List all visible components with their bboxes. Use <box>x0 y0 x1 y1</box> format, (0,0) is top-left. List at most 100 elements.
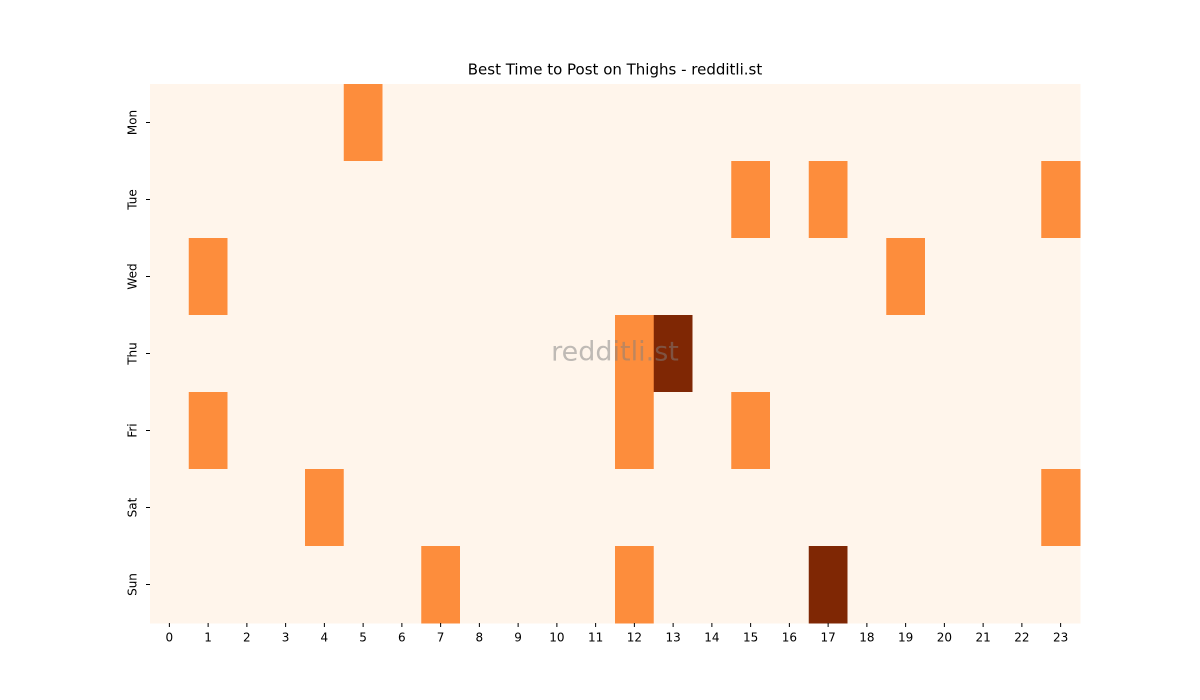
heatmap-cell <box>421 238 461 316</box>
heatmap-cell <box>847 161 887 239</box>
heatmap-cell <box>382 469 422 547</box>
heatmap-cell <box>266 392 306 470</box>
heatmap-cell <box>808 161 848 239</box>
heatmap-cell <box>615 469 655 547</box>
heatmap-cell <box>1041 161 1081 239</box>
heatmap-cell <box>498 315 538 393</box>
heatmap-cell <box>227 238 267 316</box>
heatmap-cell <box>305 315 345 393</box>
heatmap-cell <box>305 546 345 624</box>
heatmap-cell <box>1041 392 1081 470</box>
heatmap-cell <box>653 315 693 393</box>
heatmap-cell <box>382 84 422 162</box>
heatmap-cell <box>150 546 190 624</box>
heatmap-cell <box>963 469 1003 547</box>
heatmap-cell <box>653 469 693 547</box>
heatmap-cell <box>808 546 848 624</box>
heatmap-cell <box>925 84 965 162</box>
heatmap-cell <box>576 469 616 547</box>
heatmap-cell <box>1002 84 1042 162</box>
heatmap-cell <box>421 392 461 470</box>
heatmap-cell <box>731 392 771 470</box>
heatmap-cell <box>653 84 693 162</box>
x-tick-label: 2 <box>243 631 251 645</box>
heatmap-cell <box>537 238 577 316</box>
heatmap-cell <box>188 469 228 547</box>
heatmap-cell <box>498 469 538 547</box>
heatmap-cell <box>305 469 345 547</box>
heatmap-cell <box>692 161 732 239</box>
heatmap-cell <box>1002 238 1042 316</box>
heatmap-cell <box>808 238 848 316</box>
x-tick-label: 11 <box>588 631 603 645</box>
heatmap-cell <box>653 546 693 624</box>
heatmap-cell <box>886 161 926 239</box>
heatmap-cell <box>615 84 655 162</box>
heatmap-cell <box>692 315 732 393</box>
heatmap-cell <box>1041 315 1081 393</box>
heatmap-cell <box>1041 546 1081 624</box>
x-tick-label: 15 <box>743 631 758 645</box>
heatmap-cell <box>498 84 538 162</box>
heatmap-cell <box>150 392 190 470</box>
heatmap-cell <box>343 392 383 470</box>
heatmap-cell <box>925 392 965 470</box>
x-tick-label: 18 <box>859 631 874 645</box>
heatmap-cell <box>1002 469 1042 547</box>
heatmap-cell <box>1041 238 1081 316</box>
heatmap-cell <box>615 238 655 316</box>
heatmap-cell <box>305 392 345 470</box>
heatmap-cell <box>227 469 267 547</box>
heatmap-cell <box>847 315 887 393</box>
heatmap-cell <box>963 546 1003 624</box>
heatmap-cell <box>1041 84 1081 162</box>
x-tick-label: 10 <box>549 631 564 645</box>
heatmap-cell <box>1002 392 1042 470</box>
heatmap-cell <box>343 469 383 547</box>
heatmap-cell <box>770 315 810 393</box>
heatmap-cell <box>886 84 926 162</box>
heatmap-cell <box>808 469 848 547</box>
heatmap-cell <box>925 315 965 393</box>
y-tick-label: Tue <box>126 189 140 211</box>
y-tick-label: Sun <box>126 573 140 596</box>
y-tick-label: Fri <box>126 423 140 437</box>
heatmap-cell <box>615 392 655 470</box>
x-tick-label: 9 <box>514 631 522 645</box>
heatmap-cell <box>808 84 848 162</box>
heatmap-cell <box>188 161 228 239</box>
heatmap-cell <box>731 238 771 316</box>
heatmap-cell <box>343 161 383 239</box>
heatmap-cell <box>692 469 732 547</box>
x-tick-label: 13 <box>665 631 680 645</box>
x-tick-label: 19 <box>898 631 913 645</box>
heatmap-cell <box>188 546 228 624</box>
heatmap-cell <box>576 238 616 316</box>
heatmap-cell <box>188 315 228 393</box>
heatmap-cell <box>460 315 500 393</box>
heatmap-cell <box>266 161 306 239</box>
heatmap-cell <box>227 315 267 393</box>
heatmap-cell <box>266 84 306 162</box>
heatmap-cell <box>847 546 887 624</box>
heatmap-cell <box>886 469 926 547</box>
heatmap-cell <box>653 238 693 316</box>
heatmap-cell <box>227 392 267 470</box>
heatmap-cell <box>847 469 887 547</box>
heatmap-cell <box>343 238 383 316</box>
x-tick-label: 12 <box>627 631 642 645</box>
heatmap-cell <box>731 546 771 624</box>
heatmap-cell <box>963 392 1003 470</box>
heatmap-cell <box>770 392 810 470</box>
heatmap-cell <box>963 161 1003 239</box>
heatmap-cell <box>266 315 306 393</box>
heatmap-cell <box>498 238 538 316</box>
heatmap-cell <box>886 315 926 393</box>
x-tick-label: 21 <box>975 631 990 645</box>
x-tick-label: 20 <box>937 631 952 645</box>
heatmap-cell <box>1041 469 1081 547</box>
x-tick-label: 14 <box>704 631 719 645</box>
heatmap-cell <box>770 84 810 162</box>
heatmap-cell <box>460 84 500 162</box>
heatmap-cell <box>305 84 345 162</box>
